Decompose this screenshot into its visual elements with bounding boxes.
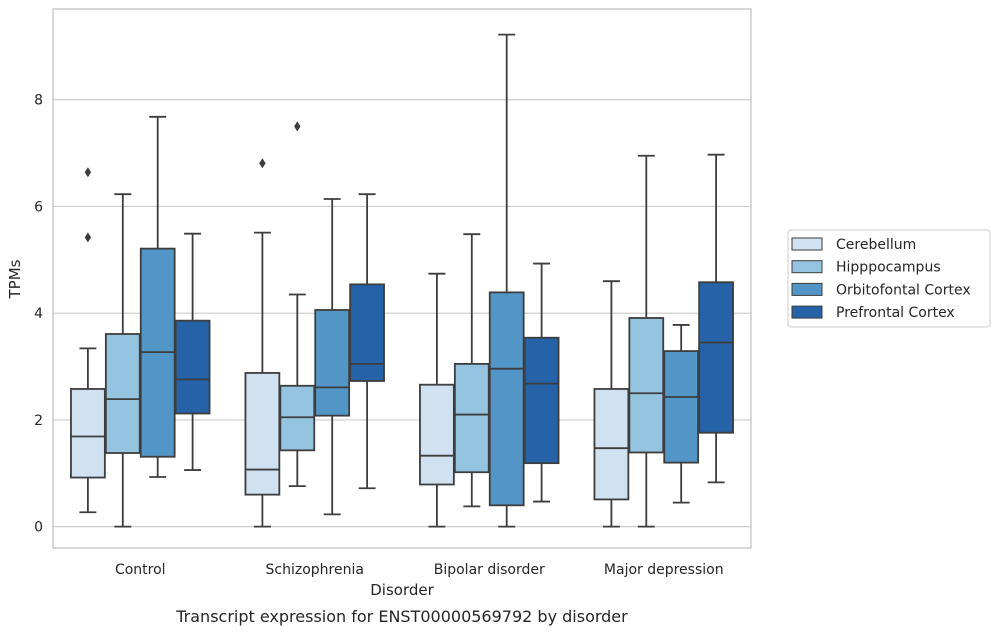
y-tick-label: 6 bbox=[34, 199, 43, 215]
box-iqr bbox=[174, 319, 211, 415]
x-tick-label: Schizophrenia bbox=[266, 562, 364, 578]
plot-frame bbox=[52, 8, 752, 549]
box-0-2 bbox=[139, 115, 176, 478]
box-1-0 bbox=[244, 158, 281, 528]
box-iqr bbox=[523, 336, 560, 465]
legend-entry: Hipppocampus bbox=[836, 260, 941, 276]
box-2-0 bbox=[419, 272, 455, 528]
x-tick-label: Control bbox=[115, 562, 166, 578]
legend-swatch bbox=[791, 237, 823, 251]
outlier-point bbox=[84, 167, 92, 178]
box-iqr bbox=[244, 372, 281, 496]
box-3-1 bbox=[628, 154, 665, 528]
legend-entry: Cerebellum bbox=[836, 237, 916, 253]
y-tick-label: 8 bbox=[34, 93, 43, 109]
box-iqr bbox=[314, 309, 351, 417]
legend-entry: Orbitofontal Cortex bbox=[836, 282, 971, 298]
legend-swatch bbox=[791, 282, 823, 296]
legend-frame bbox=[787, 229, 991, 328]
y-ticks: 0 2 4 6 8 bbox=[34, 93, 43, 536]
legend-entry: Prefrontal Cortex bbox=[836, 305, 955, 321]
box-iqr bbox=[453, 362, 490, 474]
x-tick-label: Major depression bbox=[604, 562, 724, 578]
box-iqr bbox=[104, 333, 141, 454]
x-tick-label: Bipolar disorder bbox=[434, 562, 545, 578]
box-1-2 bbox=[314, 198, 351, 516]
box-iqr bbox=[419, 383, 455, 486]
box-iqr bbox=[488, 291, 525, 507]
box-2-3 bbox=[523, 262, 560, 503]
legend: Cerebellum Hipppocampus Orbitofontal Corte… bbox=[787, 229, 991, 328]
x-axis-label: Disorder bbox=[370, 581, 434, 599]
box-2-1 bbox=[453, 233, 490, 508]
outlier-point bbox=[84, 232, 92, 243]
outlier-point bbox=[259, 158, 266, 169]
box-0-1 bbox=[104, 193, 141, 528]
legend-swatch bbox=[791, 260, 823, 274]
box-1-3 bbox=[349, 193, 385, 490]
box-2-2 bbox=[488, 33, 525, 528]
y-axis-label: TPMs bbox=[6, 259, 24, 299]
box-0-0 bbox=[70, 167, 106, 514]
chart-caption: Transcript expression for ENST0000056979… bbox=[175, 607, 628, 626]
box-iqr bbox=[349, 283, 385, 382]
box-iqr bbox=[628, 317, 665, 454]
box-iqr bbox=[593, 388, 630, 501]
legend-swatch bbox=[791, 305, 823, 319]
boxes bbox=[70, 33, 734, 528]
y-tick-label: 2 bbox=[34, 413, 43, 429]
y-tick-label: 0 bbox=[34, 520, 43, 536]
box-0-3 bbox=[174, 232, 211, 471]
box-3-3 bbox=[698, 153, 734, 484]
box-1-1 bbox=[279, 121, 316, 487]
x-ticks: Control Schizophrenia Bipolar disorder Majo… bbox=[115, 562, 724, 578]
box-iqr bbox=[698, 281, 734, 434]
outlier-point bbox=[294, 121, 301, 132]
box-3-2 bbox=[663, 324, 700, 504]
box-iqr bbox=[663, 350, 700, 464]
box-iqr bbox=[70, 388, 106, 479]
y-tick-label: 4 bbox=[34, 306, 43, 322]
box-3-0 bbox=[593, 280, 630, 528]
